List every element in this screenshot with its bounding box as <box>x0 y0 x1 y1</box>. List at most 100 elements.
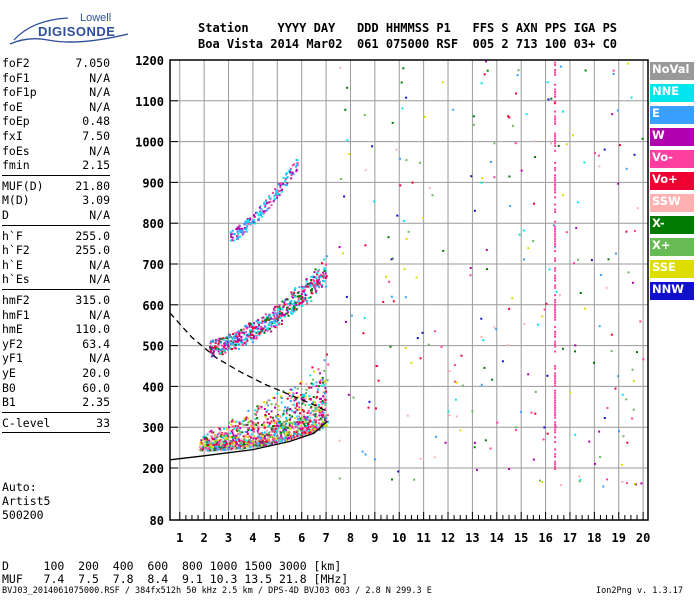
echo-point <box>554 117 557 120</box>
echo-point <box>338 246 341 249</box>
echo-point <box>257 214 260 217</box>
echo-point <box>422 217 425 220</box>
echo-point <box>313 286 316 288</box>
echo-point <box>280 190 283 193</box>
echo-point <box>473 441 476 444</box>
echo-point <box>267 413 270 415</box>
echo-point <box>306 416 309 419</box>
echo-point <box>300 394 303 397</box>
echo-point <box>297 418 300 421</box>
echo-point <box>207 443 210 446</box>
echo-point <box>299 424 302 427</box>
echo-point <box>251 429 254 432</box>
echo-point <box>630 96 633 99</box>
echo-point <box>554 308 557 311</box>
echo-point <box>265 410 268 413</box>
echo-point <box>316 272 319 275</box>
echo-point <box>230 447 233 450</box>
echo-point <box>278 420 281 423</box>
echo-point <box>237 348 240 350</box>
echo-point <box>364 169 367 172</box>
echo-point <box>562 194 565 197</box>
echo-point <box>267 425 269 428</box>
echo-point <box>308 386 311 389</box>
echo-point <box>221 349 224 352</box>
echo-point <box>314 287 317 290</box>
echo-point <box>314 408 317 411</box>
echo-point <box>274 193 277 196</box>
echo-point <box>508 468 511 470</box>
echo-point <box>221 440 224 443</box>
echo-point <box>230 430 233 433</box>
echo-point <box>320 273 323 276</box>
echo-point <box>281 414 284 417</box>
echo-point <box>489 447 492 450</box>
echo-point <box>229 432 231 435</box>
echo-point <box>253 423 255 426</box>
echo-point <box>554 313 557 316</box>
echo-point <box>311 275 314 278</box>
echo-point <box>593 361 595 364</box>
echo-point <box>233 239 235 242</box>
echo-point <box>319 425 322 428</box>
echo-point <box>554 294 557 297</box>
echo-point <box>473 209 476 212</box>
echo-point <box>508 307 511 310</box>
echo-point <box>274 197 277 200</box>
echo-point <box>257 422 259 424</box>
echo-point <box>272 200 275 203</box>
echo-point <box>238 343 240 346</box>
echo-point <box>554 135 557 138</box>
echo-point <box>320 397 322 400</box>
echo-point <box>290 295 293 298</box>
echo-point <box>594 152 596 154</box>
echo-point <box>269 442 272 445</box>
echo-point <box>495 328 498 331</box>
echo-point <box>633 483 636 486</box>
echo-point <box>204 445 207 447</box>
echo-point <box>251 334 254 336</box>
echo-point <box>314 268 317 271</box>
echo-point <box>257 330 260 333</box>
echo-point <box>247 218 250 221</box>
echo-point <box>296 159 299 162</box>
echo-point <box>434 330 437 333</box>
echo-point <box>232 341 235 344</box>
echo-point <box>284 428 287 431</box>
echo-point <box>237 432 240 435</box>
echo-point <box>625 482 628 485</box>
legend-item-nnw: NNW <box>650 282 694 300</box>
param-label: fmin <box>2 158 30 173</box>
echo-point <box>256 423 259 426</box>
echo-point <box>554 174 557 177</box>
echo-point <box>251 440 254 443</box>
echo-point <box>302 410 305 413</box>
echo-point <box>199 447 202 450</box>
echo-point <box>241 341 244 344</box>
echo-point <box>307 297 310 299</box>
echo-point <box>277 422 280 425</box>
echo-point <box>264 416 267 418</box>
echo-point <box>284 178 287 181</box>
echo-point <box>554 460 557 463</box>
echo-point <box>550 97 553 100</box>
echo-point <box>258 321 260 324</box>
echo-point <box>246 446 249 449</box>
echo-point <box>554 245 557 248</box>
echo-point <box>249 429 252 432</box>
echo-point <box>554 277 557 280</box>
echo-point <box>522 258 525 261</box>
echo-point <box>245 324 248 327</box>
echo-point <box>303 431 306 434</box>
echo-point <box>222 338 225 341</box>
echo-point <box>543 308 546 311</box>
echo-point <box>229 445 232 447</box>
echo-point <box>590 259 593 262</box>
echo-point <box>232 434 235 437</box>
echo-point <box>304 419 307 422</box>
echo-point <box>227 339 230 342</box>
echo-point <box>262 210 265 213</box>
echo-point <box>271 321 274 324</box>
echo-point <box>304 285 307 288</box>
echo-point <box>508 116 511 119</box>
